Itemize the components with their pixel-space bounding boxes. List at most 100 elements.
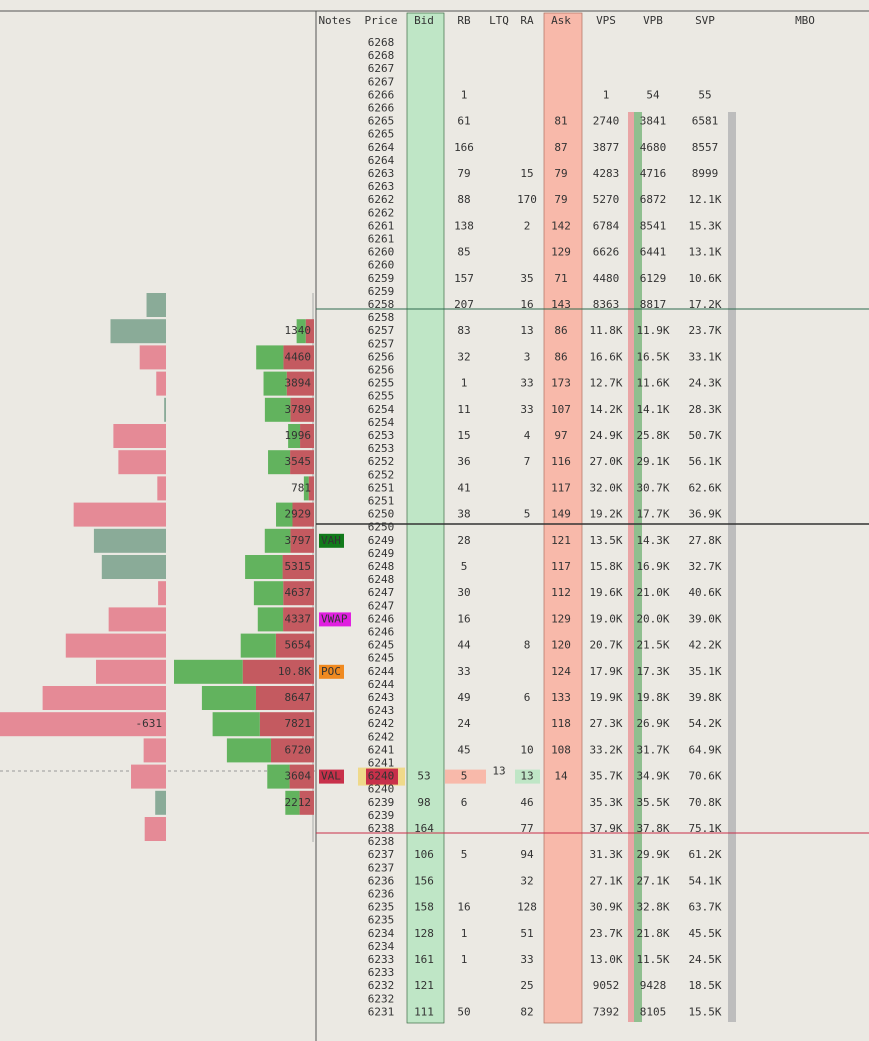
cell-vps: 6626	[593, 246, 620, 259]
cell-vpb: 16.9K	[636, 560, 669, 573]
cell-rb: 36	[457, 455, 470, 468]
cell-vps: 23.7K	[589, 927, 622, 940]
sell-bar	[255, 686, 314, 710]
cell-svp: 23.7K	[688, 324, 721, 337]
cell-svp: 50.7K	[688, 429, 721, 442]
volume-label: 3604	[285, 770, 312, 783]
cell-svp: 75.1K	[688, 822, 721, 835]
cell-svp: 35.1K	[688, 665, 721, 678]
price: 6252	[368, 455, 395, 468]
cell-ask: 14	[554, 770, 568, 783]
cell-ra: 13	[520, 770, 533, 783]
price: 6244	[368, 665, 395, 678]
price: 6238	[368, 835, 395, 848]
cell-svp: 17.2K	[688, 298, 721, 311]
cell-ask: 108	[551, 743, 571, 756]
price: 6252	[368, 468, 395, 481]
price: 6239	[368, 809, 395, 822]
cell-bid: 98	[417, 796, 430, 809]
price: 6237	[368, 861, 395, 874]
sell-bar	[282, 555, 314, 579]
cell-rb: 41	[457, 481, 470, 494]
cell-ra: 2	[524, 219, 531, 232]
delta-bar	[110, 319, 166, 344]
cell-vps: 1	[603, 88, 610, 101]
cell-vpb: 17.3K	[636, 665, 669, 678]
cell-vpb: 14.3K	[636, 534, 669, 547]
cell-svp: 15.5K	[688, 1005, 721, 1018]
note-badge	[319, 769, 344, 784]
cell-ra: 51	[520, 927, 533, 940]
cell-ask: 71	[554, 272, 567, 285]
volume-label: 2212	[285, 796, 312, 809]
cell-rb: 16	[457, 901, 470, 914]
cell-vpb: 21.0K	[636, 586, 669, 599]
cell-ra: 15	[520, 167, 533, 180]
volume-label: 781	[291, 481, 311, 494]
price: 6246	[368, 612, 395, 625]
cell-svp: 55	[698, 88, 711, 101]
cell-svp: 64.9K	[688, 743, 721, 756]
price: 6260	[368, 259, 395, 272]
cell-ask: 86	[554, 324, 567, 337]
volume-label: 3797	[285, 534, 312, 547]
delta-bar	[42, 686, 166, 710]
cell-rb: 1	[461, 377, 468, 390]
cell-rb: 30	[457, 586, 470, 599]
sell-bar	[290, 450, 314, 475]
cell-rb: 24	[457, 717, 471, 730]
delta-bar	[118, 450, 166, 475]
column-header: LTQ	[489, 14, 509, 27]
price: 6256	[368, 350, 395, 363]
price: 6240	[368, 770, 395, 783]
cell-rb: 207	[454, 298, 474, 311]
cell-rb: 79	[457, 167, 470, 180]
cell-ask: 117	[551, 481, 571, 494]
cell-vps: 27.0K	[589, 455, 622, 468]
cell-vpb: 6441	[640, 246, 667, 259]
cell-ask: 79	[554, 193, 567, 206]
cell-vps: 37.9K	[589, 822, 622, 835]
delta-bar	[73, 502, 166, 527]
cell-ask: 81	[554, 115, 567, 128]
price: 6233	[368, 966, 395, 979]
price: 6258	[368, 298, 395, 311]
cell-vpb: 11.5K	[636, 953, 669, 966]
price: 6255	[368, 377, 395, 390]
cell-vpb: 11.9K	[636, 324, 669, 337]
cell-ra: 10	[520, 743, 533, 756]
cell-vps: 7392	[593, 1005, 620, 1018]
sell-bar	[300, 424, 314, 448]
cell-ra: 77	[520, 822, 533, 835]
cell-rb: 45	[457, 743, 470, 756]
cell-svp: 24.5K	[688, 953, 721, 966]
cell-vpb: 27.1K	[636, 874, 669, 887]
volume-label: 3894	[285, 377, 312, 390]
price: 6262	[368, 193, 395, 206]
cell-vps: 31.3K	[589, 848, 622, 861]
price: 6233	[368, 953, 395, 966]
buy-bar	[253, 581, 284, 606]
price: 6251	[368, 495, 395, 508]
buy-bar	[296, 319, 306, 344]
cell-vpb: 9428	[640, 979, 667, 992]
price: 6245	[368, 652, 395, 665]
sell-bar	[259, 712, 314, 737]
column-header: VPS	[596, 14, 616, 27]
delta-bar	[143, 738, 166, 763]
price: 6241	[368, 743, 395, 756]
cell-vpb: 26.9K	[636, 717, 669, 730]
buy-bar	[268, 450, 291, 475]
cell-bid: 106	[414, 848, 434, 861]
cell-rb: 1	[461, 953, 468, 966]
cell-svp: 8999	[692, 167, 719, 180]
cell-vps: 27.3K	[589, 717, 622, 730]
cell-vpb: 8541	[640, 219, 667, 232]
price: 6265	[368, 115, 395, 128]
buy-bar	[276, 502, 293, 527]
bid-column	[406, 12, 445, 1024]
volume-label: 4337	[285, 612, 312, 625]
cell-vpb: 30.7K	[636, 481, 669, 494]
cell-vps: 6784	[593, 219, 620, 232]
